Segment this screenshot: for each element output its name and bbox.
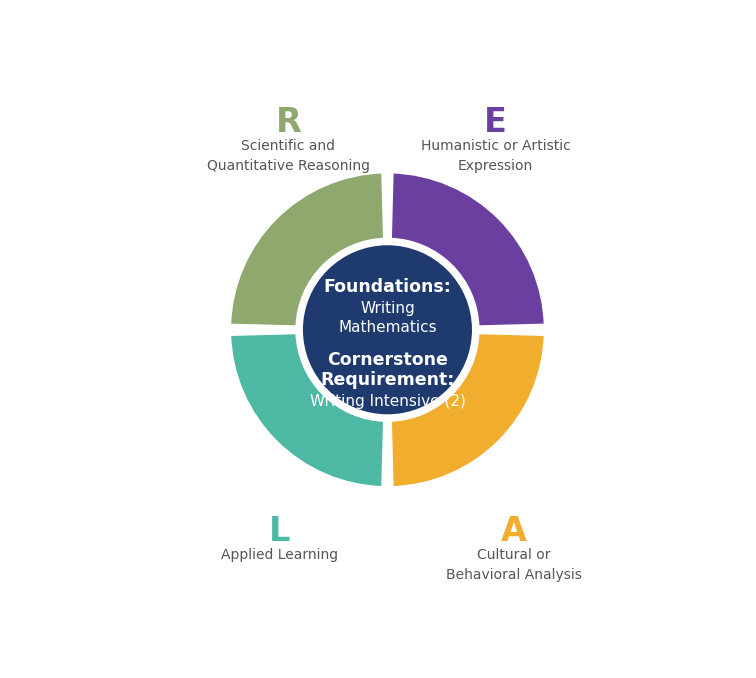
- Text: Cultural or: Cultural or: [477, 548, 550, 562]
- Wedge shape: [229, 172, 385, 327]
- Text: Applied Learning: Applied Learning: [221, 548, 338, 562]
- Wedge shape: [390, 172, 546, 327]
- Circle shape: [300, 243, 475, 417]
- Text: Foundations:: Foundations:: [324, 277, 451, 296]
- Text: Cornerstone: Cornerstone: [327, 351, 448, 370]
- Text: Behavioral Analysis: Behavioral Analysis: [445, 567, 581, 582]
- Wedge shape: [229, 332, 385, 488]
- Text: E: E: [484, 106, 507, 139]
- Text: Writing Intensive (2): Writing Intensive (2): [309, 395, 466, 410]
- Text: Scientific and: Scientific and: [241, 139, 336, 153]
- Text: Quantitative Reasoning: Quantitative Reasoning: [207, 159, 370, 173]
- Text: Humanistic or Artistic: Humanistic or Artistic: [420, 139, 570, 153]
- Text: R: R: [276, 106, 302, 139]
- Text: L: L: [268, 515, 290, 548]
- Text: Writing: Writing: [360, 300, 415, 316]
- Text: A: A: [500, 515, 526, 548]
- Text: Mathematics: Mathematics: [338, 321, 437, 336]
- Text: Requirement:: Requirement:: [321, 371, 454, 389]
- Text: Expression: Expression: [458, 159, 533, 173]
- Wedge shape: [390, 332, 546, 488]
